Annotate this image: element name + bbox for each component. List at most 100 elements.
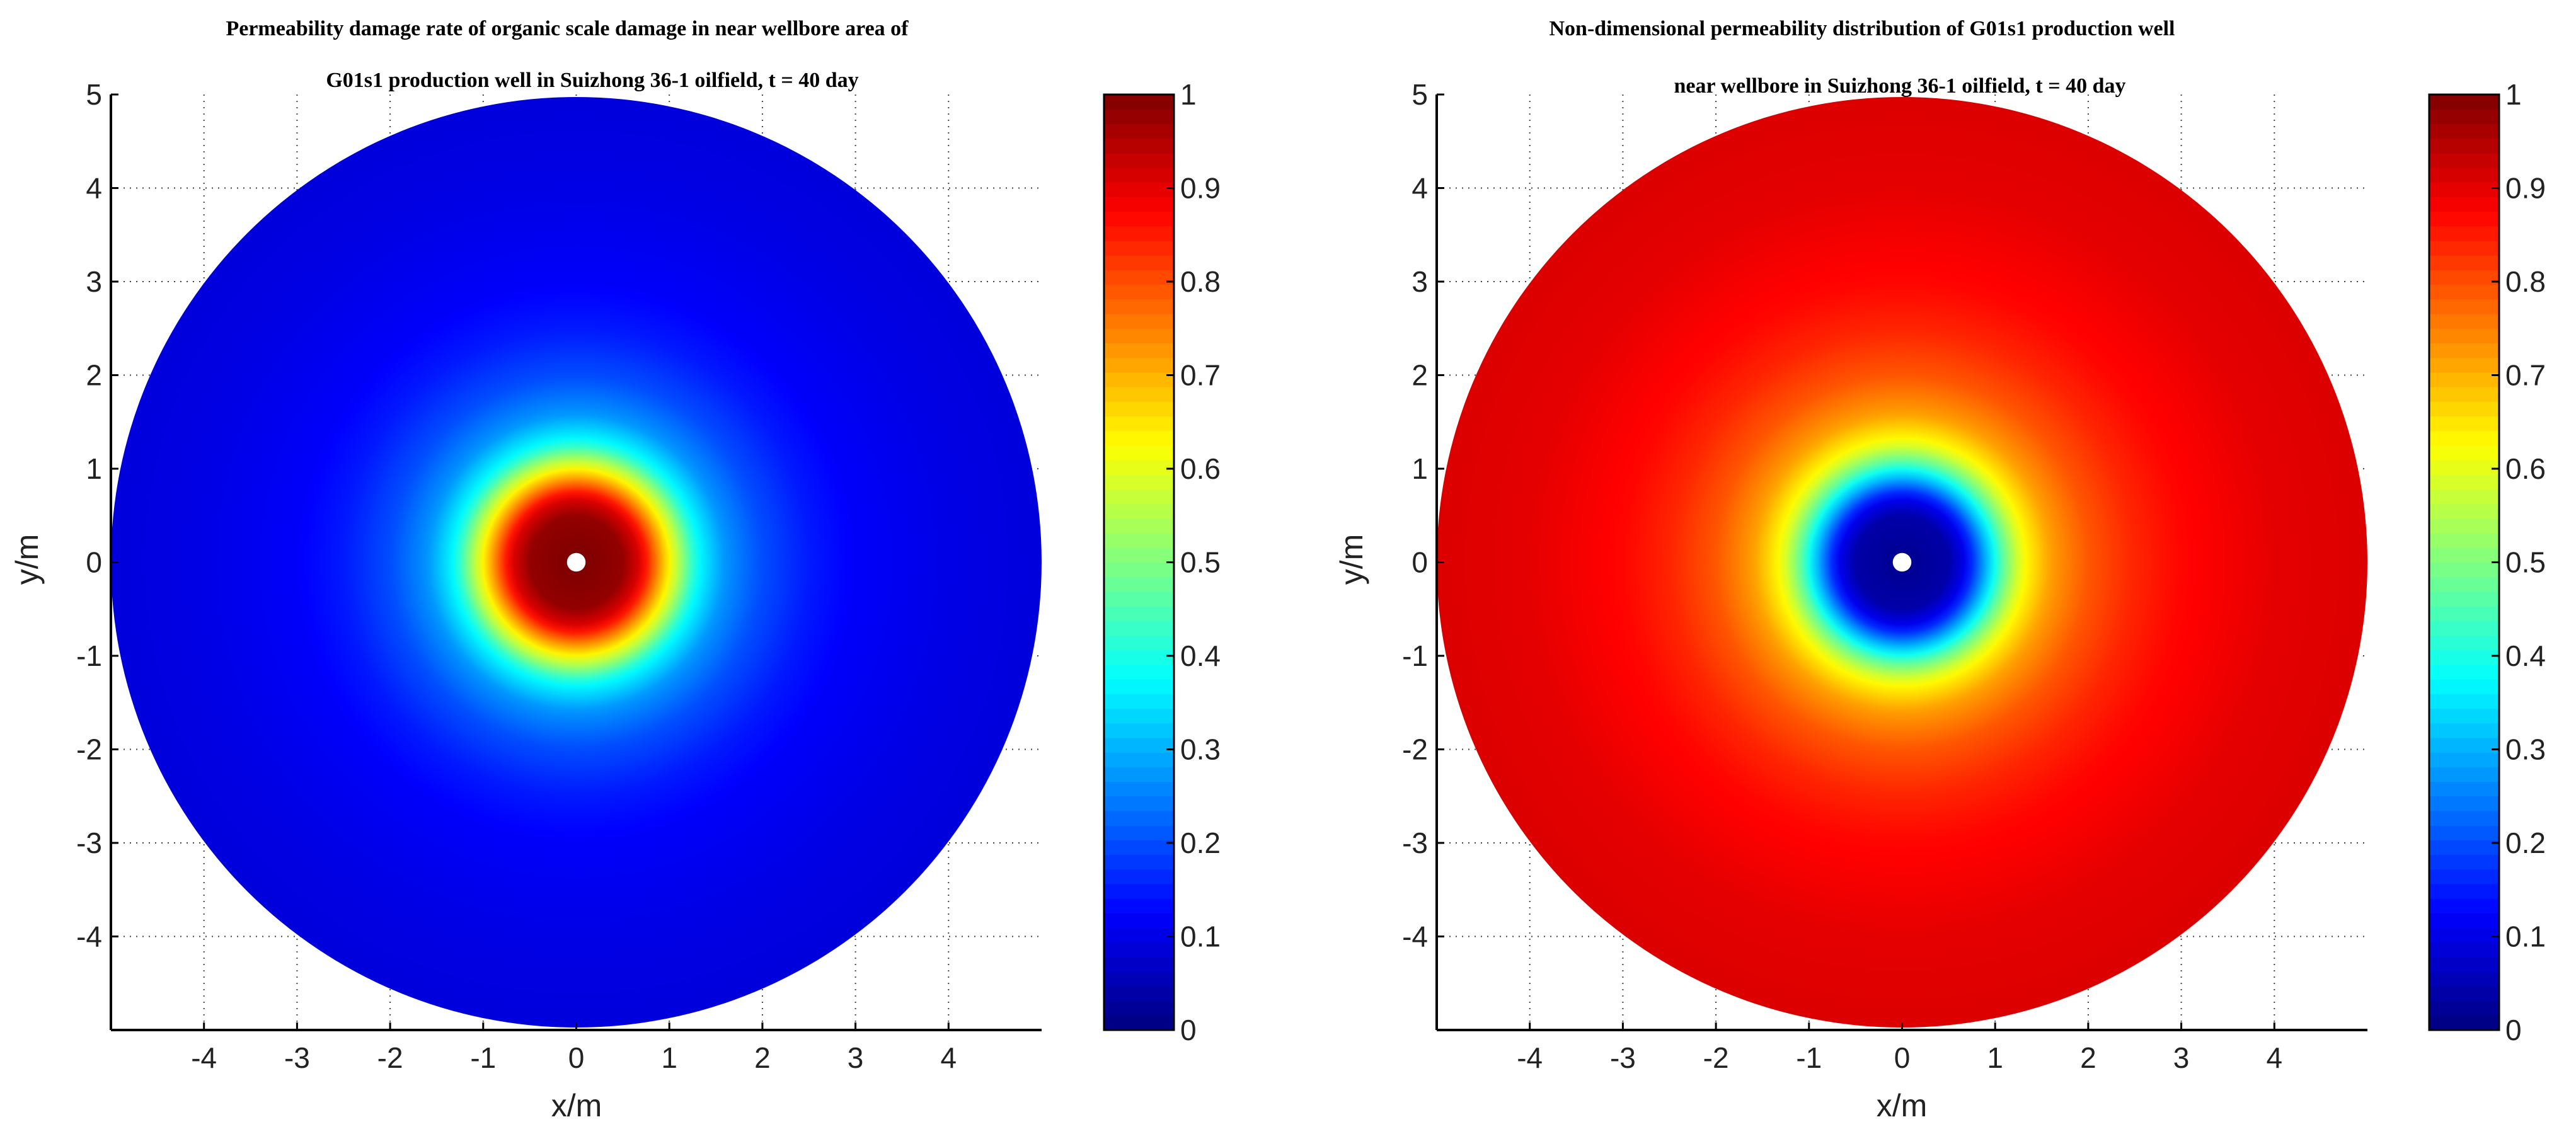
left-colorbar-swatch	[1104, 913, 1174, 929]
right-colorbar-tick-label: 1	[2505, 78, 2522, 111]
left-colorbar-swatch	[1104, 299, 1174, 314]
left-colorbar-tick-label: 0.6	[1180, 452, 1221, 485]
right-colorbar-swatch	[2429, 840, 2499, 856]
right-colorbar-swatch	[2429, 152, 2499, 168]
left-colorbar-swatch	[1104, 314, 1174, 329]
right-x-tick-label: 3	[2173, 1041, 2190, 1074]
left-colorbar-swatch	[1104, 591, 1174, 607]
right-colorbar-swatch	[2429, 664, 2499, 680]
right-colorbar-swatch	[2429, 942, 2499, 958]
left-colorbar-tick-label: 0	[1180, 1014, 1197, 1046]
left-colorbar-swatch	[1104, 796, 1174, 811]
right-colorbar-swatch	[2429, 474, 2499, 490]
left-colorbar-tick-label: 0.3	[1180, 733, 1221, 766]
right-colorbar-tick-label: 0.9	[2505, 172, 2546, 205]
right-colorbar-swatch	[2429, 752, 2499, 767]
left-colorbar-tick-label: 0.2	[1180, 827, 1221, 859]
left-chart-panel: x/m y/m -4 -3 -2 -1 0 1 2 3 4 5 4 3 2 1 0 -1 -2 -3 -4 1 0.9 0…	[9, 17, 1221, 1123]
left-colorbar-swatch	[1104, 401, 1174, 417]
left-colorbar-swatch	[1104, 810, 1174, 826]
left-colorbar-swatch	[1104, 387, 1174, 402]
left-colorbar-swatch	[1104, 723, 1174, 738]
left-colorbar-swatch	[1104, 518, 1174, 534]
left-colorbar-swatch	[1104, 343, 1174, 358]
right-x-tick-label: 4	[2267, 1041, 2283, 1074]
left-colorbar-swatch	[1104, 927, 1174, 943]
right-colorbar-swatch	[2429, 621, 2499, 636]
right-colorbar-swatch	[2429, 416, 2499, 432]
right-colorbar-swatch	[2429, 694, 2499, 709]
left-x-tick-label: -3	[284, 1041, 310, 1074]
left-y-tick-label: -1	[76, 639, 102, 672]
right-colorbar-swatch	[2429, 123, 2499, 139]
left-colorbar-swatch	[1104, 152, 1174, 168]
left-colorbar-swatch	[1104, 138, 1174, 154]
left-colorbar-swatch	[1104, 182, 1174, 198]
right-colorbar-swatch	[2429, 898, 2499, 913]
left-colorbar-swatch	[1104, 635, 1174, 651]
left-colorbar-swatch	[1104, 752, 1174, 767]
right-y-tick-label: -3	[1402, 827, 1428, 859]
left-colorbar-swatch	[1104, 197, 1174, 212]
right-colorbar-swatch	[2429, 372, 2499, 387]
left-colorbar-swatch	[1104, 694, 1174, 709]
left-colorbar-swatch	[1104, 971, 1174, 987]
right-colorbar-tick-label: 0.8	[2505, 265, 2546, 298]
left-colorbar: 1 0.9 0.8 0.7 0.6 0.5 0.4 0.3 0.2 0.1 0	[1103, 78, 1221, 1046]
right-x-tick-label: -2	[1703, 1041, 1729, 1074]
right-colorbar-swatch	[2429, 343, 2499, 358]
left-colorbar-tick-label: 0.9	[1180, 172, 1221, 205]
left-chart-x-axis-label: x/m	[551, 1088, 602, 1123]
right-x-tick-label: -3	[1610, 1041, 1636, 1074]
right-y-tick-label: -4	[1402, 920, 1428, 953]
left-x-tick-label: -1	[470, 1041, 496, 1074]
left-colorbar-swatch	[1104, 986, 1174, 1002]
left-x-tick-label: 4	[941, 1041, 957, 1074]
right-colorbar-swatch	[2429, 197, 2499, 212]
right-y-tick-label: 2	[1412, 359, 1428, 392]
right-wellbore-marker	[1892, 552, 1912, 572]
left-colorbar-swatch	[1104, 664, 1174, 680]
right-colorbar-tick-label: 0.5	[2505, 546, 2546, 579]
left-colorbar-swatch	[1104, 883, 1174, 899]
right-colorbar-swatch	[2429, 533, 2499, 548]
right-x-tick-label: 1	[1987, 1041, 2003, 1074]
left-colorbar-swatch	[1104, 562, 1174, 578]
left-y-tick-label: 1	[86, 452, 102, 485]
right-colorbar-swatch	[2429, 1015, 2499, 1031]
left-y-tick-label: 5	[86, 78, 102, 111]
right-colorbar-tick-label: 0.7	[2505, 359, 2546, 392]
left-chart-title-line2: G01s1 production well in Suizhong 36-1 o…	[326, 69, 858, 92]
right-colorbar-swatch	[2429, 547, 2499, 563]
right-colorbar-swatch	[2429, 971, 2499, 987]
right-colorbar: 1 0.9 0.8 0.7 0.6 0.5 0.4 0.3 0.2 0.1 0	[2428, 78, 2546, 1046]
left-colorbar-tick-label: 0.7	[1180, 359, 1221, 392]
right-x-tick-label: 2	[2080, 1041, 2096, 1074]
left-colorbar-swatch	[1104, 445, 1174, 461]
left-y-tick-label: -3	[76, 827, 102, 859]
right-colorbar-swatch	[2429, 869, 2499, 884]
right-colorbar-swatch	[2429, 986, 2499, 1002]
left-colorbar-swatch	[1104, 416, 1174, 432]
left-colorbar-swatch	[1104, 825, 1174, 840]
right-colorbar-tick-label: 0.2	[2505, 827, 2546, 859]
right-colorbar-swatch	[2429, 445, 2499, 461]
left-colorbar-swatch	[1104, 328, 1174, 344]
right-colorbar-swatch	[2429, 723, 2499, 738]
left-colorbar-swatch	[1104, 255, 1174, 271]
right-colorbar-swatch	[2429, 591, 2499, 607]
right-colorbar-swatch	[2429, 913, 2499, 929]
left-colorbar-swatch	[1104, 533, 1174, 548]
right-colorbar-swatch	[2429, 679, 2499, 694]
right-colorbar-swatch	[2429, 1000, 2499, 1016]
left-x-tick-label: 2	[754, 1041, 771, 1074]
right-colorbar-swatch	[2429, 796, 2499, 811]
right-colorbar-swatch	[2429, 138, 2499, 154]
right-colorbar-swatch	[2429, 299, 2499, 314]
right-colorbar-swatch	[2429, 241, 2499, 256]
right-chart-title-line2: near wellbore in Suizhong 36-1 oilfield,…	[1674, 74, 2125, 98]
left-colorbar-swatch	[1104, 372, 1174, 387]
left-colorbar-swatch	[1104, 854, 1174, 870]
left-x-tick-label: 1	[661, 1041, 677, 1074]
